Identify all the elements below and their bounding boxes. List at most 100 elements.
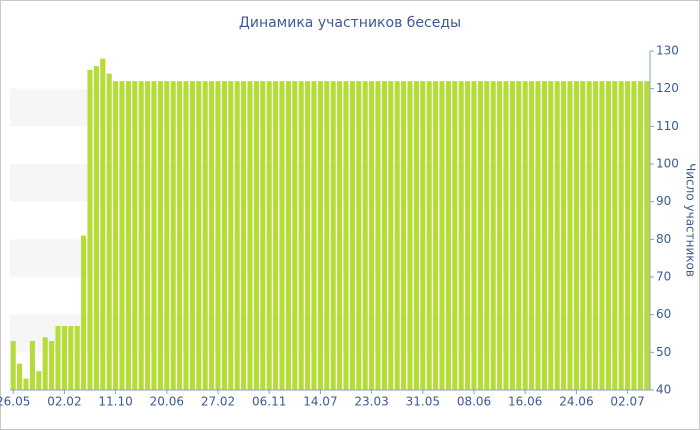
x-tick-label: 02.02 [47, 395, 81, 409]
bar [516, 81, 522, 390]
x-tick-label: 08.06 [457, 395, 491, 409]
bar [369, 81, 375, 390]
y-tick-label: 40 [656, 383, 671, 397]
bar [234, 81, 240, 390]
grid-band [10, 314, 650, 353]
bar [209, 81, 215, 390]
bar [580, 81, 586, 390]
bar [10, 341, 16, 390]
grid-band [10, 239, 650, 277]
bar [183, 81, 189, 390]
bar [381, 81, 387, 390]
bar [631, 81, 637, 390]
bar [324, 81, 330, 390]
y-tick-label: 70 [656, 270, 671, 284]
x-tick-label: 20.06 [150, 395, 184, 409]
bar [81, 235, 87, 390]
bar [113, 81, 119, 390]
bar [23, 378, 29, 390]
x-tick-label: 27.02 [201, 395, 235, 409]
y-tick-label: 80 [656, 232, 671, 246]
bar [625, 81, 631, 390]
bar [477, 81, 483, 390]
bar [388, 81, 394, 390]
bar [413, 81, 419, 390]
chart-title: Динамика участников беседы [239, 15, 461, 31]
bar [61, 325, 67, 390]
bar [221, 81, 227, 390]
bar [17, 363, 23, 390]
bar [253, 81, 259, 390]
bar [573, 81, 579, 390]
bar [241, 81, 247, 390]
bar [471, 81, 477, 390]
x-tick-label: 11.10 [98, 395, 132, 409]
bar [119, 81, 125, 390]
bar [132, 81, 138, 390]
y-tick-label: 90 [656, 194, 671, 208]
bar [202, 81, 208, 390]
bar [196, 81, 202, 390]
bar [343, 81, 349, 390]
y-tick-label: 110 [656, 119, 679, 133]
bar [125, 81, 131, 390]
bar [561, 81, 567, 390]
y-tick-label: 130 [656, 44, 679, 58]
bar [145, 81, 151, 390]
bar [612, 81, 618, 390]
x-tick-label: 14.07 [303, 395, 337, 409]
x-tick-label: 02.07 [610, 395, 644, 409]
bar [465, 81, 471, 390]
bar [433, 81, 439, 390]
bar [605, 81, 611, 390]
bar [36, 371, 42, 390]
bar [164, 81, 170, 390]
bar [68, 325, 74, 390]
bar [509, 81, 515, 390]
bar [215, 81, 221, 390]
bar [593, 81, 599, 390]
bar [445, 81, 451, 390]
x-tick-label: 16.06 [508, 395, 542, 409]
bar [106, 73, 112, 390]
y-tick-label: 50 [656, 345, 671, 359]
bar [74, 325, 80, 390]
x-tick-label: 31.05 [406, 395, 440, 409]
x-tick-label: 26.05 [0, 395, 30, 409]
bar [305, 81, 311, 390]
bar [177, 81, 183, 390]
x-tick-label: 24.06 [559, 395, 593, 409]
bar [49, 341, 55, 390]
bar [247, 81, 253, 390]
bar [522, 81, 528, 390]
bar [170, 81, 176, 390]
bar [138, 81, 144, 390]
grid-band [10, 88, 650, 127]
bar [548, 81, 554, 390]
bar [266, 81, 272, 390]
bar [586, 81, 592, 390]
bar [599, 81, 605, 390]
bar [189, 81, 195, 390]
x-tick-label: 23.03 [354, 395, 388, 409]
bar [426, 81, 432, 390]
bar [452, 81, 458, 390]
y-tick-label: 100 [656, 157, 679, 171]
bar [42, 337, 48, 390]
bar [298, 81, 304, 390]
bar [279, 81, 285, 390]
bar [618, 81, 624, 390]
bar [356, 81, 362, 390]
bar [490, 81, 496, 390]
x-tick-label: 06.11 [252, 395, 286, 409]
bar [29, 341, 35, 390]
bar [458, 81, 464, 390]
bar [337, 81, 343, 390]
bar [55, 325, 61, 390]
bar [93, 66, 99, 391]
bar [157, 81, 163, 390]
bar [375, 81, 381, 390]
bar [529, 81, 535, 390]
bar [330, 81, 336, 390]
